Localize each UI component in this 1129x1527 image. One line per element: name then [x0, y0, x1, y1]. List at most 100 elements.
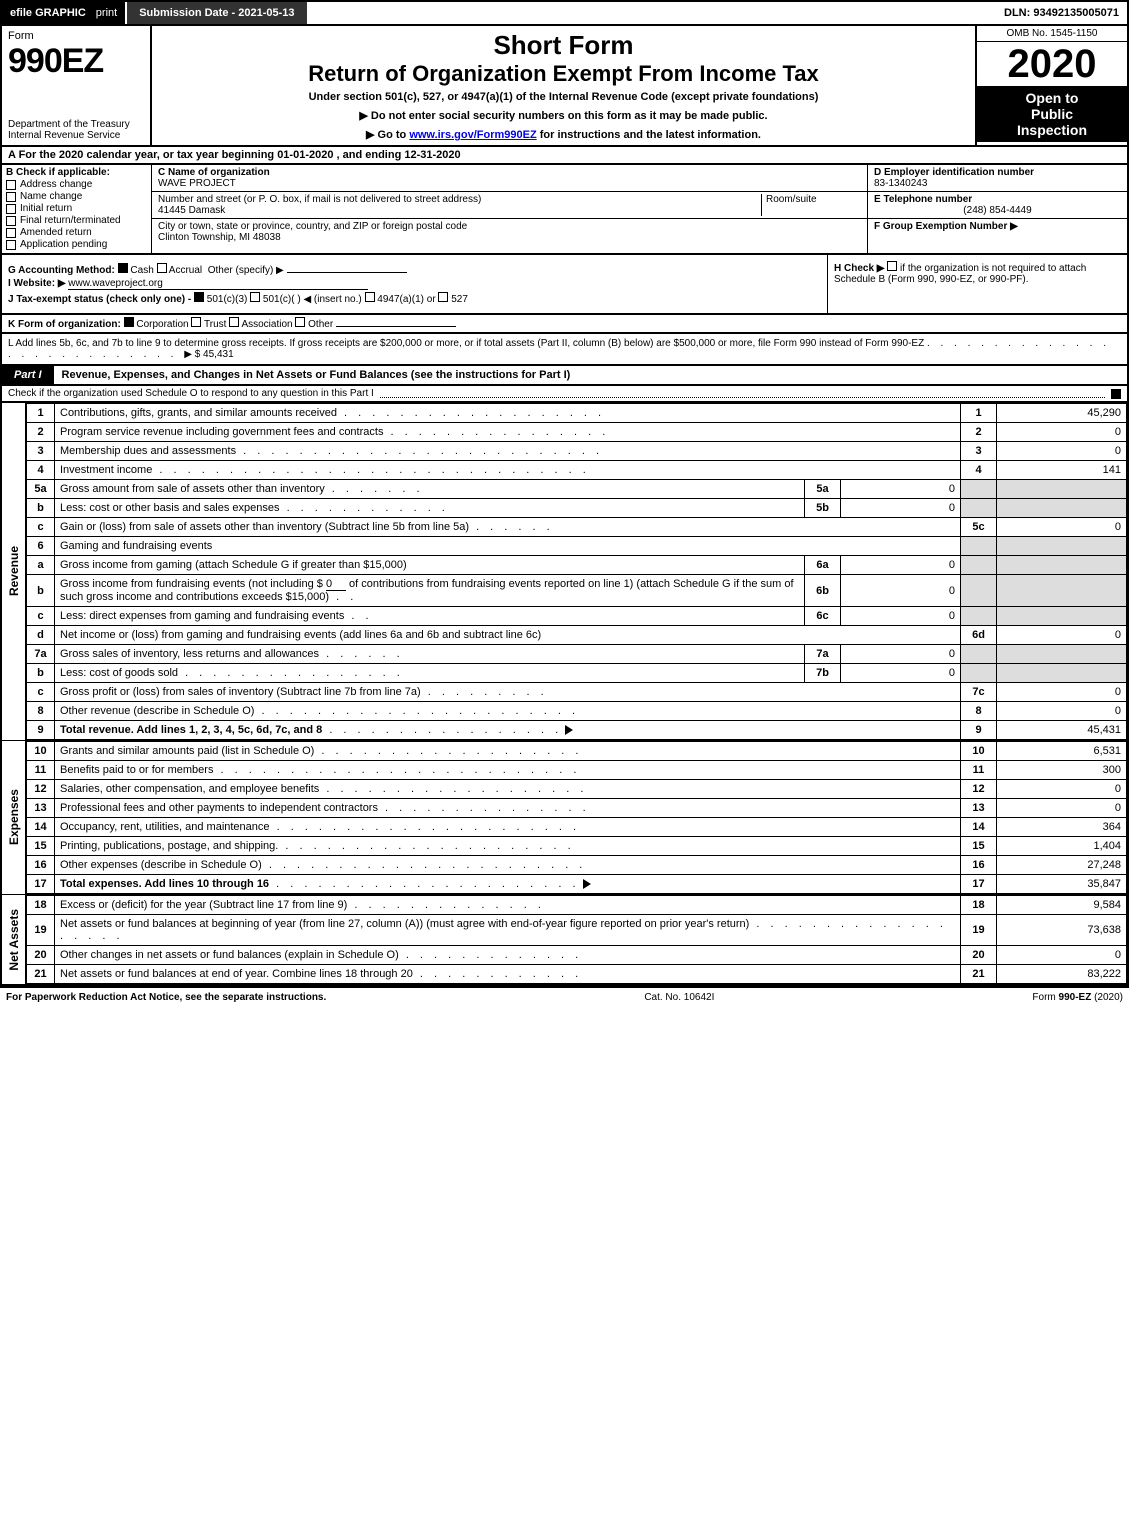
efile-text: efile GRAPHIC — [10, 7, 86, 19]
line-g: G Accounting Method: Cash Accrual Other … — [8, 263, 821, 276]
ein-cell: D Employer identification number 83-1340… — [868, 165, 1127, 192]
table-row: 12Salaries, other compensation, and empl… — [27, 780, 1127, 799]
h-right: H Check ▶ if the organization is not req… — [827, 255, 1127, 313]
table-row: cGross profit or (loss) from sales of in… — [27, 683, 1127, 702]
addr-label: Number and street (or P. O. box, if mail… — [158, 194, 481, 205]
checkbox-icon[interactable] — [229, 317, 239, 327]
irs-link[interactable]: www.irs.gov/Form990EZ — [409, 129, 536, 141]
chk-application-pending[interactable]: Application pending — [6, 239, 147, 250]
expenses-side-label: Expenses — [2, 741, 26, 894]
checkbox-icon[interactable] — [295, 317, 305, 327]
table-row: 20Other changes in net assets or fund ba… — [27, 946, 1127, 965]
checkbox-icon — [6, 192, 16, 202]
k-other: Other — [308, 319, 333, 330]
dept-irs: Internal Revenue Service — [8, 130, 144, 141]
org-address: 41445 Damask — [158, 205, 761, 216]
open-public-inspection: Open to Public Inspection — [977, 86, 1127, 142]
header-left: Form 990EZ Department of the Treasury In… — [2, 26, 152, 145]
table-row: cLess: direct expenses from gaming and f… — [27, 607, 1127, 626]
ghij-row: G Accounting Method: Cash Accrual Other … — [0, 255, 1129, 315]
goto-post: for instructions and the latest informat… — [537, 129, 761, 141]
chk-label: Address change — [20, 179, 92, 190]
box-def: D Employer identification number 83-1340… — [867, 165, 1127, 253]
l-row: L Add lines 5b, 6c, and 7b to line 9 to … — [0, 334, 1129, 366]
sched-o-text: Check if the organization used Schedule … — [8, 388, 374, 399]
i-label: I Website: ▶ — [8, 278, 66, 289]
table-row: 17Total expenses. Add lines 10 through 1… — [27, 875, 1127, 894]
g-cash: Cash — [130, 265, 153, 276]
revenue-side-label: Revenue — [2, 403, 26, 740]
omb-number: OMB No. 1545-1150 — [977, 26, 1127, 42]
chk-initial-return[interactable]: Initial return — [6, 203, 147, 214]
checkbox-icon[interactable] — [1111, 389, 1121, 399]
checkbox-icon[interactable] — [124, 317, 134, 327]
footer-left: For Paperwork Reduction Act Notice, see … — [6, 992, 326, 1003]
table-row: 21Net assets or fund balances at end of … — [27, 965, 1127, 984]
checkbox-icon[interactable] — [438, 292, 448, 302]
inspect-3: Inspection — [979, 122, 1125, 138]
table-row: 10Grants and similar amounts paid (list … — [27, 742, 1127, 761]
website-value[interactable]: www.waveproject.org — [68, 278, 368, 290]
goto-pre: ▶ Go to — [366, 129, 409, 141]
table-row: 4Investment income . . . . . . . . . . .… — [27, 461, 1127, 480]
tel-label: E Telephone number — [874, 194, 1121, 205]
title-short-form: Short Form — [160, 30, 967, 61]
k-label: K Form of organization: — [8, 319, 121, 330]
subtitle: Under section 501(c), 527, or 4947(a)(1)… — [160, 91, 967, 103]
chk-label: Final return/terminated — [20, 215, 121, 226]
header-right: OMB No. 1545-1150 2020 Open to Public In… — [977, 26, 1127, 145]
inspect-1: Open to — [979, 90, 1125, 106]
topbar-spacer — [307, 2, 997, 24]
print-link[interactable]: print — [96, 7, 117, 19]
room-label: Room/suite — [766, 194, 817, 205]
expenses-section: Expenses 10Grants and similar amounts pa… — [0, 740, 1129, 894]
j-label: J Tax-exempt status (check only one) - — [8, 294, 191, 305]
table-row: cGain or (loss) from sale of assets othe… — [27, 518, 1127, 537]
table-row: 3Membership dues and assessments . . . .… — [27, 442, 1127, 461]
table-row: 11Benefits paid to or for members . . . … — [27, 761, 1127, 780]
checkbox-icon[interactable] — [250, 292, 260, 302]
table-row: 14Occupancy, rent, utilities, and mainte… — [27, 818, 1127, 837]
box-c: C Name of organization WAVE PROJECT Numb… — [152, 165, 867, 253]
checkbox-icon[interactable] — [887, 261, 897, 271]
checkbox-icon — [6, 240, 16, 250]
netassets-side-label: Net Assets — [2, 895, 26, 984]
tel-cell: E Telephone number (248) 854-4449 — [868, 192, 1127, 219]
expenses-label: Expenses — [5, 785, 23, 849]
checkbox-icon[interactable] — [157, 263, 167, 273]
footer-right: Form 990-EZ (2020) — [1032, 992, 1123, 1003]
chk-final-return[interactable]: Final return/terminated — [6, 215, 147, 226]
grp-label: F Group Exemption Number ▶ — [874, 221, 1121, 232]
page-footer: For Paperwork Reduction Act Notice, see … — [0, 986, 1129, 1007]
checkbox-icon[interactable] — [118, 263, 128, 273]
h-label: H Check ▶ — [834, 263, 884, 274]
org-addr-row: Number and street (or P. O. box, if mail… — [152, 192, 867, 219]
k-other-input[interactable] — [336, 326, 456, 327]
org-name: WAVE PROJECT — [158, 178, 861, 189]
checkbox-icon[interactable] — [191, 317, 201, 327]
tax-year: 2020 — [977, 42, 1127, 86]
chk-label: Application pending — [20, 239, 107, 250]
g-other-input[interactable] — [287, 272, 407, 273]
chk-amended-return[interactable]: Amended return — [6, 227, 147, 238]
netassets-section: Net Assets 18Excess or (deficit) for the… — [0, 894, 1129, 986]
table-row: 16Other expenses (describe in Schedule O… — [27, 856, 1127, 875]
info-block: B Check if applicable: Address change Na… — [0, 165, 1129, 255]
submission-date: Submission Date - 2021-05-13 — [125, 2, 306, 24]
chk-address-change[interactable]: Address change — [6, 179, 147, 190]
revenue-table: 1Contributions, gifts, grants, and simil… — [26, 403, 1127, 740]
checkbox-icon[interactable] — [365, 292, 375, 302]
chk-label: Name change — [20, 191, 82, 202]
checkbox-icon[interactable] — [194, 292, 204, 302]
chk-name-change[interactable]: Name change — [6, 191, 147, 202]
period-row: A For the 2020 calendar year, or tax yea… — [0, 147, 1129, 165]
efile-label: efile GRAPHIC print — [2, 2, 125, 24]
table-row: 13Professional fees and other payments t… — [27, 799, 1127, 818]
grp-cell: F Group Exemption Number ▶ — [868, 219, 1127, 234]
arrow-icon — [565, 725, 573, 735]
footer-mid: Cat. No. 10642I — [644, 992, 714, 1003]
l-text: L Add lines 5b, 6c, and 7b to line 9 to … — [8, 338, 924, 349]
table-row: 6Gaming and fundraising events — [27, 537, 1127, 556]
table-row: 8Other revenue (describe in Schedule O) … — [27, 702, 1127, 721]
goto-line: ▶ Go to www.irs.gov/Form990EZ for instru… — [160, 128, 967, 141]
